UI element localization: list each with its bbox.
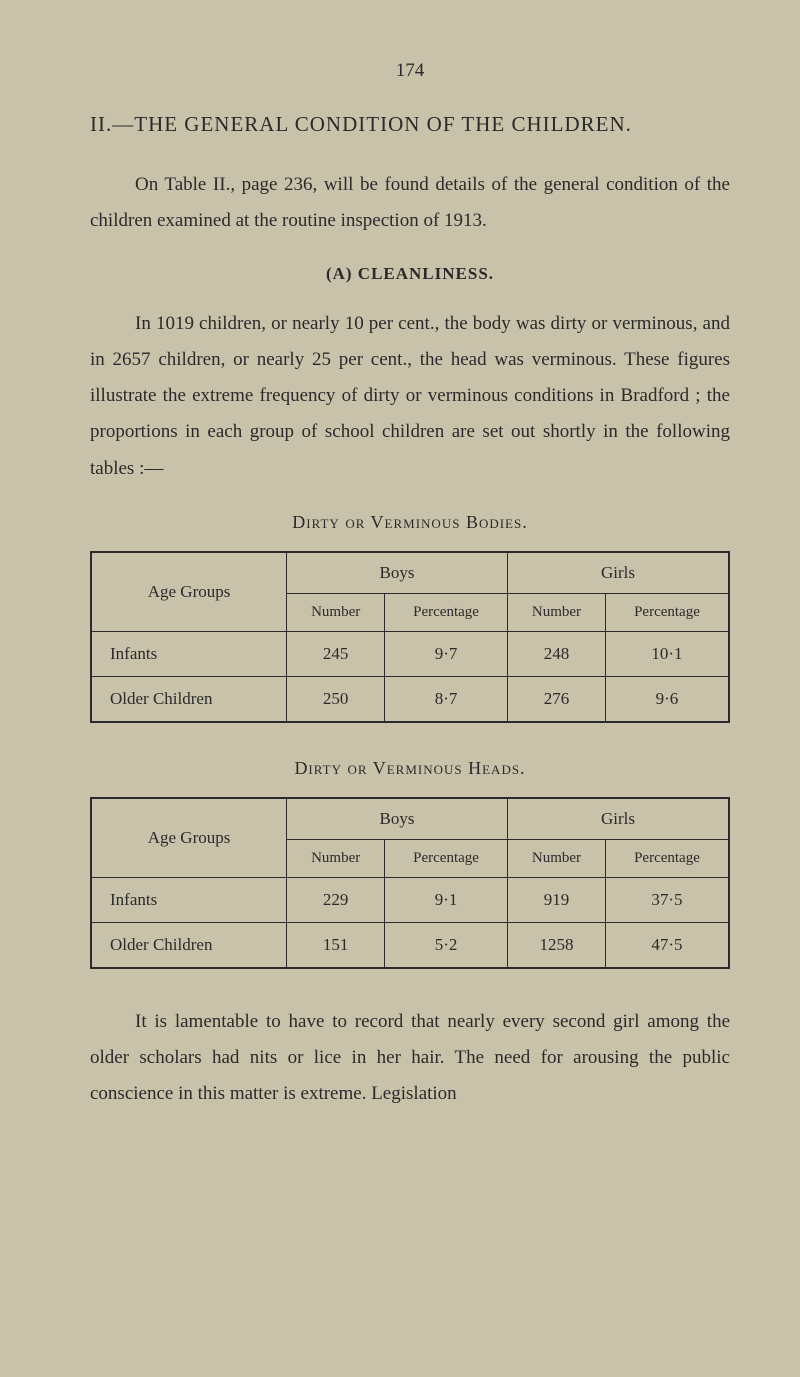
page-number: 174 bbox=[90, 60, 730, 82]
table2-data-cell: 229 bbox=[287, 877, 385, 922]
table1-data-cell: 9·7 bbox=[385, 631, 508, 676]
table-row: Older Children 151 5·2 1258 47·5 bbox=[91, 922, 729, 968]
table1-boys-header: Boys bbox=[287, 552, 508, 594]
table1-sub-header: Number bbox=[507, 593, 605, 631]
table1-title: Dirty or Verminous Bodies. bbox=[90, 512, 730, 533]
table2-data-cell: 1258 bbox=[507, 922, 605, 968]
table-row: Infants 245 9·7 248 10·1 bbox=[91, 631, 729, 676]
table-row: Infants 229 9·1 919 37·5 bbox=[91, 877, 729, 922]
table1-girls-header: Girls bbox=[507, 552, 729, 594]
table-row: Older Children 250 8·7 276 9·6 bbox=[91, 676, 729, 722]
table2-data-cell: 151 bbox=[287, 922, 385, 968]
table1-data-cell: 10·1 bbox=[605, 631, 729, 676]
table2-sub-header: Number bbox=[287, 839, 385, 877]
table1-data-cell: 245 bbox=[287, 631, 385, 676]
table1-sub-header: Percentage bbox=[385, 593, 508, 631]
table2-row-label: Older Children bbox=[91, 922, 287, 968]
table2-sub-header: Number bbox=[507, 839, 605, 877]
table2-data-cell: 9·1 bbox=[385, 877, 508, 922]
table2-data-cell: 47·5 bbox=[605, 922, 729, 968]
table2-data-cell: 5·2 bbox=[385, 922, 508, 968]
table2-row-label: Infants bbox=[91, 877, 287, 922]
subsection-a-heading: (A) CLEANLINESS. bbox=[90, 264, 730, 284]
table1-data-cell: 9·6 bbox=[605, 676, 729, 722]
closing-paragraph: It is lamentable to have to record that … bbox=[90, 1004, 730, 1112]
table1-data-cell: 248 bbox=[507, 631, 605, 676]
table-bodies: Age Groups Boys Girls Number Percentage … bbox=[90, 551, 730, 723]
table1-row-label: Infants bbox=[91, 631, 287, 676]
table-heads: Age Groups Boys Girls Number Percentage … bbox=[90, 797, 730, 969]
table1-data-cell: 250 bbox=[287, 676, 385, 722]
table1-sub-header: Percentage bbox=[605, 593, 729, 631]
table1-data-cell: 8·7 bbox=[385, 676, 508, 722]
table2-girls-header: Girls bbox=[507, 798, 729, 840]
table1-row-label: Older Children bbox=[91, 676, 287, 722]
table1-data-cell: 276 bbox=[507, 676, 605, 722]
table2-data-cell: 37·5 bbox=[605, 877, 729, 922]
section-heading: II.—THE GENERAL CONDITION OF THE CHILDRE… bbox=[90, 112, 730, 137]
table2-sub-header: Percentage bbox=[385, 839, 508, 877]
table1-age-groups-header: Age Groups bbox=[91, 552, 287, 632]
table2-age-groups-header: Age Groups bbox=[91, 798, 287, 878]
table2-boys-header: Boys bbox=[287, 798, 508, 840]
table2-sub-header: Percentage bbox=[605, 839, 729, 877]
table2-data-cell: 919 bbox=[507, 877, 605, 922]
cleanliness-paragraph: In 1019 children, or nearly 10 per cent.… bbox=[90, 306, 730, 486]
table1-sub-header: Number bbox=[287, 593, 385, 631]
table2-title: Dirty or Verminous Heads. bbox=[90, 758, 730, 779]
intro-paragraph: On Table II., page 236, will be found de… bbox=[90, 167, 730, 239]
